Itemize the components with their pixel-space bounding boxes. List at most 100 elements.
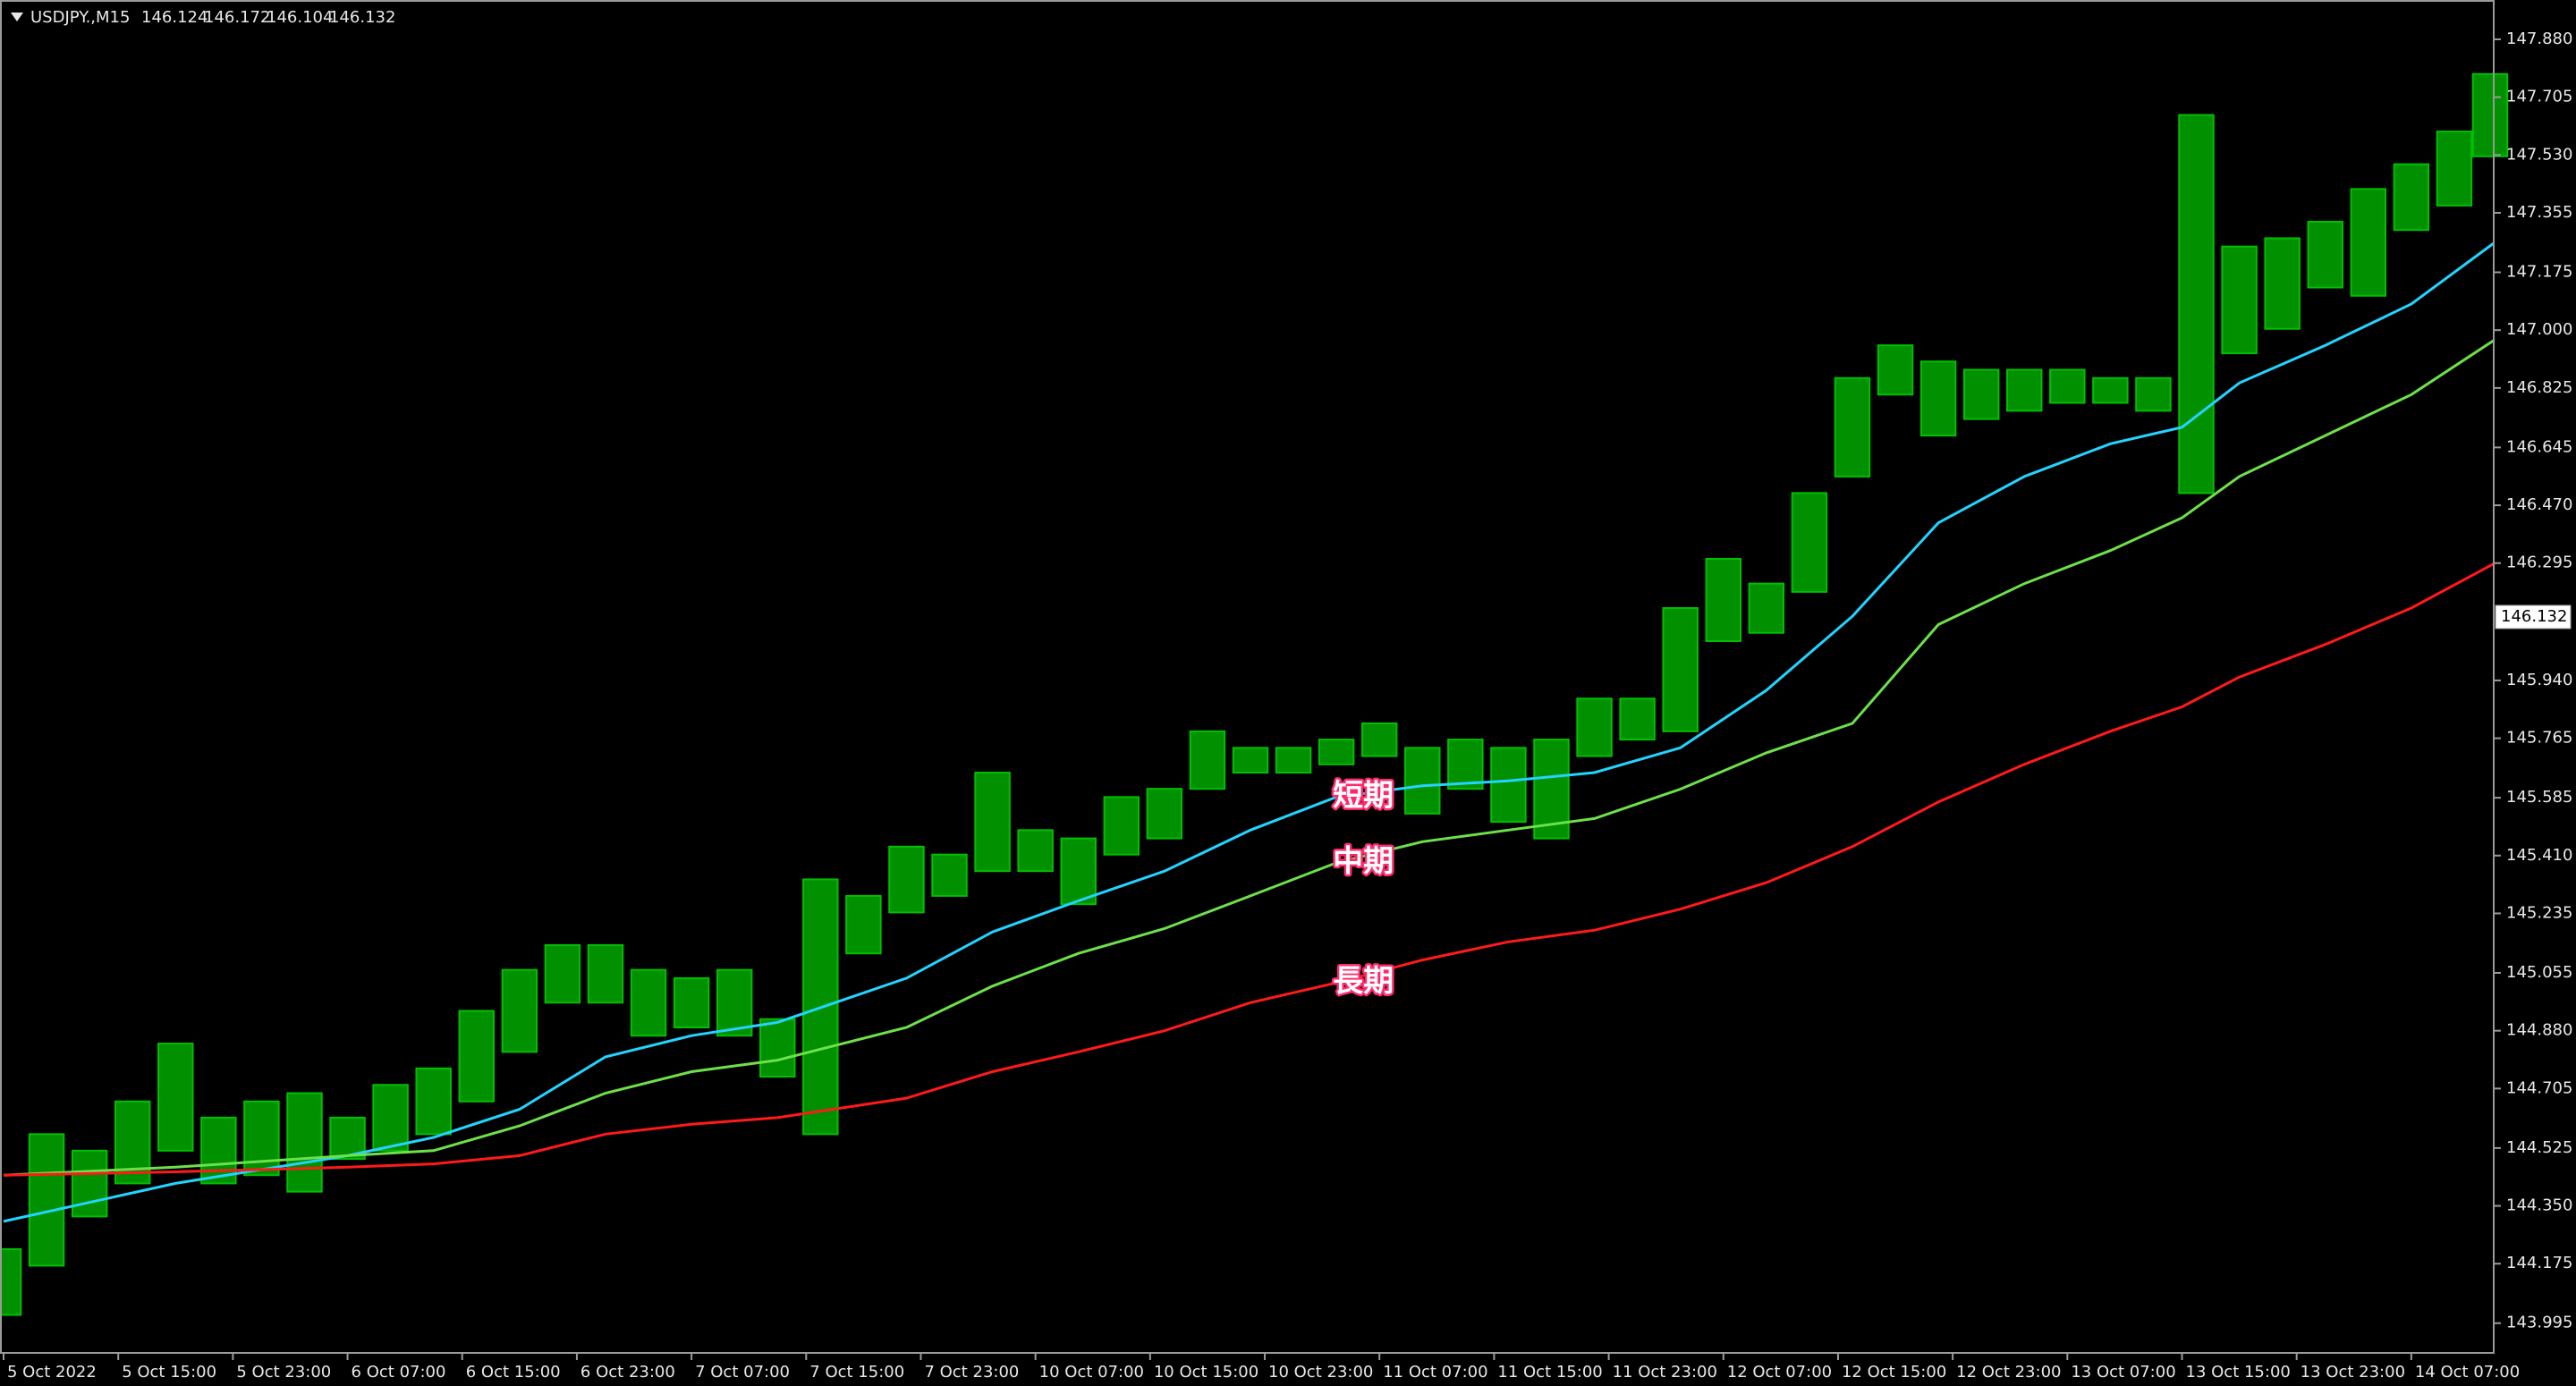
candle bbox=[71, 1149, 108, 1218]
x-tick-label: 11 Oct 07:00 bbox=[1383, 1363, 1487, 1382]
moving-average bbox=[3, 562, 2495, 1177]
candle bbox=[1705, 557, 1741, 642]
y-tick-label: 144.880 bbox=[2506, 1021, 2572, 1040]
y-tick-label: 145.940 bbox=[2506, 671, 2572, 689]
x-tick-label: 12 Oct 15:00 bbox=[1842, 1363, 1946, 1382]
menu-arrow[interactable] bbox=[11, 13, 23, 21]
candle bbox=[1662, 607, 1699, 732]
symbol: USDJPY.,M15 bbox=[30, 8, 130, 27]
y-tick-label: 144.175 bbox=[2506, 1254, 2572, 1272]
x-tick-label: 6 Oct 23:00 bbox=[580, 1363, 675, 1382]
y-tick-label: 147.175 bbox=[2506, 263, 2572, 282]
x-tick-label: 11 Oct 23:00 bbox=[1613, 1363, 1717, 1382]
candle bbox=[243, 1100, 280, 1177]
quote-open: 146.124 bbox=[141, 8, 208, 27]
candle bbox=[458, 1010, 495, 1103]
candle bbox=[1146, 788, 1183, 840]
candle bbox=[2307, 220, 2343, 289]
x-tick-label: 10 Oct 23:00 bbox=[1268, 1363, 1373, 1382]
candle bbox=[114, 1100, 151, 1185]
candle bbox=[845, 894, 882, 955]
x-tick-label: 12 Oct 23:00 bbox=[1956, 1363, 2061, 1382]
y-tick-label: 144.350 bbox=[2506, 1196, 2572, 1215]
y-tick-label: 144.525 bbox=[2506, 1138, 2572, 1157]
candle bbox=[1189, 730, 1226, 790]
candle bbox=[1447, 739, 1484, 790]
y-tick-label: 146.645 bbox=[2506, 437, 2572, 456]
x-tick-label: 14 Oct 07:00 bbox=[2415, 1363, 2520, 1382]
x-tick-label: 10 Oct 07:00 bbox=[1039, 1363, 1144, 1382]
y-tick-label: 146.470 bbox=[2506, 495, 2572, 514]
candle bbox=[544, 943, 581, 1004]
y-tick-label: 146.825 bbox=[2506, 378, 2572, 397]
x-tick-label: 12 Oct 07:00 bbox=[1727, 1363, 1832, 1382]
candle bbox=[28, 1133, 65, 1267]
candle bbox=[1962, 368, 2000, 420]
candle bbox=[1576, 697, 1613, 757]
candle bbox=[630, 968, 667, 1037]
line-label: 長期 bbox=[1333, 964, 1394, 1000]
candle bbox=[2049, 368, 2086, 404]
candle bbox=[2436, 131, 2473, 207]
candle bbox=[1060, 837, 1097, 906]
candle bbox=[1404, 747, 1441, 815]
y-tick-label: 147.880 bbox=[2506, 30, 2572, 48]
candle bbox=[759, 1018, 796, 1078]
quote-high: 146.172 bbox=[204, 8, 270, 27]
candle bbox=[1919, 360, 1957, 437]
current-price-label: 146.132 bbox=[2501, 607, 2567, 626]
candle bbox=[415, 1067, 452, 1136]
candle bbox=[2135, 376, 2172, 412]
line-label: 中期 bbox=[1333, 843, 1394, 879]
candle bbox=[2350, 188, 2387, 297]
candle bbox=[1275, 747, 1312, 774]
y-tick-label: 145.055 bbox=[2506, 963, 2572, 982]
candle bbox=[372, 1084, 409, 1152]
candle bbox=[1619, 697, 1656, 741]
candle bbox=[2092, 376, 2129, 404]
moving-average bbox=[3, 241, 2495, 1223]
candle bbox=[1232, 747, 1269, 774]
x-tick-label: 6 Oct 07:00 bbox=[352, 1363, 446, 1382]
line-label: 短期 bbox=[1333, 778, 1394, 814]
y-tick-label: 147.530 bbox=[2506, 145, 2572, 164]
y-tick-label: 145.585 bbox=[2506, 788, 2572, 807]
x-tick-label: 5 Oct 15:00 bbox=[122, 1363, 216, 1382]
candle bbox=[2264, 237, 2301, 330]
y-tick-label: 145.410 bbox=[2506, 846, 2572, 865]
candle bbox=[974, 772, 1011, 873]
y-tick-label: 147.705 bbox=[2506, 88, 2572, 106]
candle bbox=[157, 1043, 194, 1152]
candle bbox=[1017, 829, 1054, 873]
current-price-box bbox=[2495, 604, 2572, 630]
candle bbox=[2393, 163, 2430, 232]
candle bbox=[2178, 114, 2215, 494]
candle bbox=[2471, 72, 2509, 157]
y-tick-label: 143.995 bbox=[2506, 1314, 2572, 1332]
y-tick-label: 145.235 bbox=[2506, 903, 2572, 922]
candle bbox=[1834, 376, 1871, 477]
quote-close: 146.132 bbox=[329, 8, 395, 27]
candle bbox=[673, 976, 710, 1028]
candle bbox=[286, 1092, 323, 1193]
candle bbox=[1490, 747, 1527, 824]
plot-area bbox=[0, 72, 2509, 1316]
candle bbox=[888, 845, 925, 914]
candle bbox=[0, 1247, 22, 1316]
plot-frame bbox=[0, 0, 2495, 1354]
x-tick-label: 7 Oct 07:00 bbox=[695, 1363, 790, 1382]
x-tick-label: 7 Oct 23:00 bbox=[924, 1363, 1019, 1382]
x-tick-label: 13 Oct 07:00 bbox=[2071, 1363, 2175, 1382]
quote-low: 146.104 bbox=[267, 8, 333, 27]
candle bbox=[1877, 344, 1914, 396]
x-tick-label: 5 Oct 23:00 bbox=[236, 1363, 331, 1382]
x-tick-label: 11 Oct 15:00 bbox=[1497, 1363, 1602, 1382]
x-tick-label: 7 Oct 15:00 bbox=[809, 1363, 904, 1382]
candle bbox=[1360, 722, 1398, 757]
y-tick-label: 146.295 bbox=[2506, 554, 2572, 572]
y-tick-label: 147.355 bbox=[2506, 203, 2572, 222]
y-tick-label: 145.765 bbox=[2506, 729, 2572, 748]
